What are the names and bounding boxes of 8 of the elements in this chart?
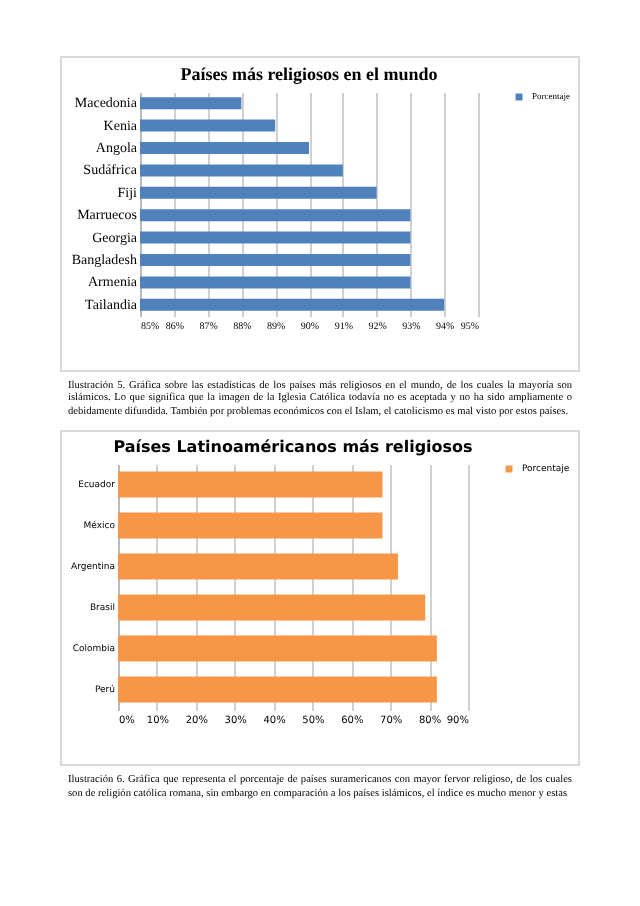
bar [118, 635, 437, 662]
chart-title: Países más religiosos en el mundo [180, 64, 439, 84]
bar [118, 471, 383, 498]
bar [118, 553, 398, 580]
bar [118, 512, 383, 539]
chart-title: Países Latinoaméricanos más religiosos [113, 438, 474, 457]
bar [118, 676, 437, 703]
bar [118, 594, 426, 621]
